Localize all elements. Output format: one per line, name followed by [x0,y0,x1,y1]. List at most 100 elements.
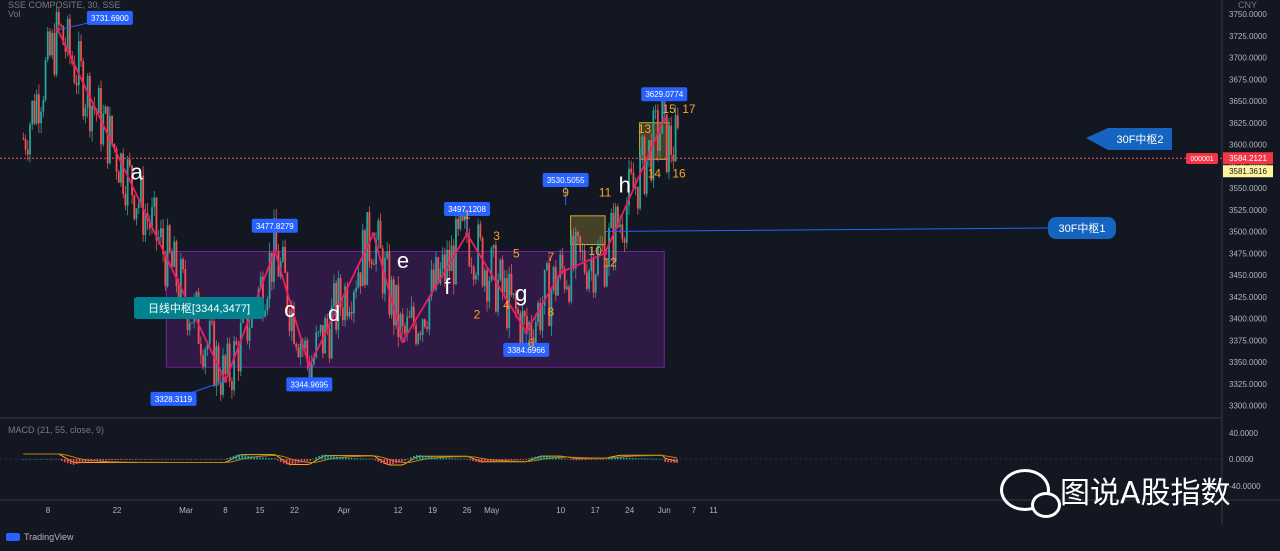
candle-body [42,100,45,112]
candle-body [472,266,475,280]
macd-histogram-bar [185,459,187,460]
candle-body [372,264,375,266]
candle-body [408,316,411,318]
price-tick-label: 3300.0000 [1229,402,1267,411]
macd-histogram-bar [377,459,380,462]
candle-body [128,159,131,166]
price-tick-label: 3400.0000 [1229,315,1267,324]
candle-body [166,225,169,287]
signal-line [23,453,678,464]
price-tick-label: 3475.0000 [1229,249,1267,258]
candle-body [262,276,264,317]
candle-body [548,263,551,327]
candle-body [483,270,486,286]
candle-body [310,364,313,383]
candle-body [668,125,670,173]
candle-body [364,230,366,285]
candle-body [361,230,364,287]
zone1-label: 30F中枢1 [1058,221,1105,235]
macd-histogram-bar [217,459,220,460]
candle-body [654,110,657,112]
time-tick-label: 22 [113,506,122,515]
candle-body [177,285,180,302]
candle-body [339,278,342,308]
price-tick-label: 3425.0000 [1229,293,1267,302]
macd-histogram-bar [356,458,359,460]
wave-number: 7 [548,250,555,264]
candle-body [550,290,553,327]
macd-histogram-bar [75,459,78,465]
macd-histogram-bar [608,458,610,460]
candle-body [297,347,300,358]
macd-histogram-bar [546,456,548,460]
wave-number: 14 [648,167,662,181]
macd-histogram-bar [256,457,258,460]
macd-histogram-bar [463,458,465,460]
macd-histogram-bar [279,459,282,463]
candle-body [164,254,167,287]
zone2-callout [1086,128,1172,150]
candle-body [488,280,491,302]
macd-histogram-bar [265,457,267,460]
macd-histogram-bar [315,457,317,460]
macd-histogram-bar [105,459,107,461]
candle-body [517,309,519,314]
macd-histogram-bar [226,458,229,460]
macd-histogram-bar [173,459,176,460]
macd-histogram-bar [339,456,341,460]
price-tick-label: 3725.0000 [1229,32,1267,41]
macd-histogram-bar [90,459,93,462]
candle-body [168,225,171,252]
macd-histogram-bar [655,458,658,460]
macd-histogram-bar [131,459,134,460]
macd-histogram-bar [336,456,338,460]
macd-histogram-bar [587,459,590,460]
candle-body [492,245,495,249]
macd-histogram-bar [531,457,533,460]
wave-letter: f [444,274,451,299]
wave-vertex [603,251,608,256]
macd-histogram-bar [643,458,646,460]
macd-histogram-bar [451,458,454,460]
candle-body [66,18,69,53]
candle-body [102,113,105,145]
candle-body [632,172,635,189]
last-price-tag-text: 3584.2121 [1229,154,1267,163]
candle-body [333,283,335,307]
macd-histogram-bar [72,459,75,465]
price-label-box [641,87,688,102]
time-tick-label: 17 [591,506,600,515]
macd-tick-label: 0.0000 [1229,455,1254,464]
wave-number: 3 [493,229,500,243]
candle-body [661,99,664,134]
wave-letter: c [284,297,295,322]
tradingview-logo[interactable]: TradingView [6,532,74,542]
candle-body [457,218,460,229]
candle-body [64,44,67,53]
macd-histogram-bar [312,458,315,460]
macd-histogram-bar [179,459,181,460]
macd-histogram-bar [129,459,131,460]
candle-body [503,278,506,293]
macd-histogram-bar [176,459,178,460]
candle-body [91,105,94,132]
macd-histogram-bar [327,455,329,460]
macd-histogram-bar [516,459,519,460]
macd-histogram-bar [667,459,669,463]
candle-body [388,251,391,315]
macd-histogram-bar [640,458,643,460]
candle-body [523,311,526,317]
wave-vertex [558,270,563,275]
candle-body [543,269,546,306]
macd-histogram-bar [623,457,625,460]
candle-body [561,254,564,269]
price-tick-label: 3325.0000 [1229,380,1267,389]
time-tick-label: 11 [709,506,718,515]
macd-histogram-bar [200,459,202,460]
candle-body [415,325,417,344]
watermark-text: 图说A股指数 [1060,476,1231,511]
candle-body [270,252,273,282]
candle-body [519,313,522,348]
